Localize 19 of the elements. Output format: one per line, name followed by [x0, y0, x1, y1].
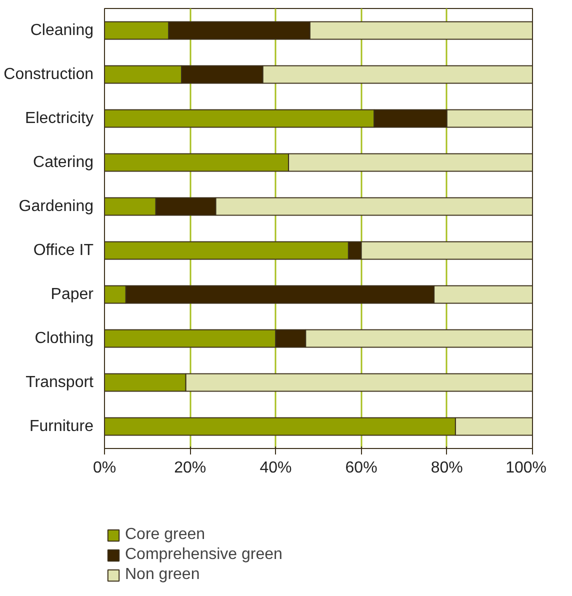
x-tick-label: 40% — [260, 460, 292, 476]
y-tick-label: Transport — [26, 374, 94, 391]
y-tick-label: Cleaning — [30, 22, 94, 39]
y-tick-label: Office IT — [33, 242, 94, 259]
y-tick-label: Gardening — [18, 198, 94, 215]
y-tick-label: Construction — [4, 66, 94, 83]
legend-label: Core green — [125, 526, 206, 544]
x-tick-label: 60% — [345, 460, 378, 476]
legend-label: Non green — [125, 566, 200, 584]
y-tick-label: Clothing — [34, 330, 94, 347]
y-tick-label: Furniture — [29, 418, 94, 435]
y-tick-label: Catering — [33, 154, 94, 171]
y-tick-label: Electricity — [25, 110, 94, 127]
legend-label: Comprehensive green — [125, 546, 282, 564]
x-tick-label: 100% — [506, 460, 546, 476]
x-tick-label: 20% — [174, 460, 206, 476]
x-tick-label: 0% — [92, 460, 116, 476]
y-tick-label: Paper — [50, 286, 94, 303]
x-tick-label: 80% — [430, 460, 463, 476]
